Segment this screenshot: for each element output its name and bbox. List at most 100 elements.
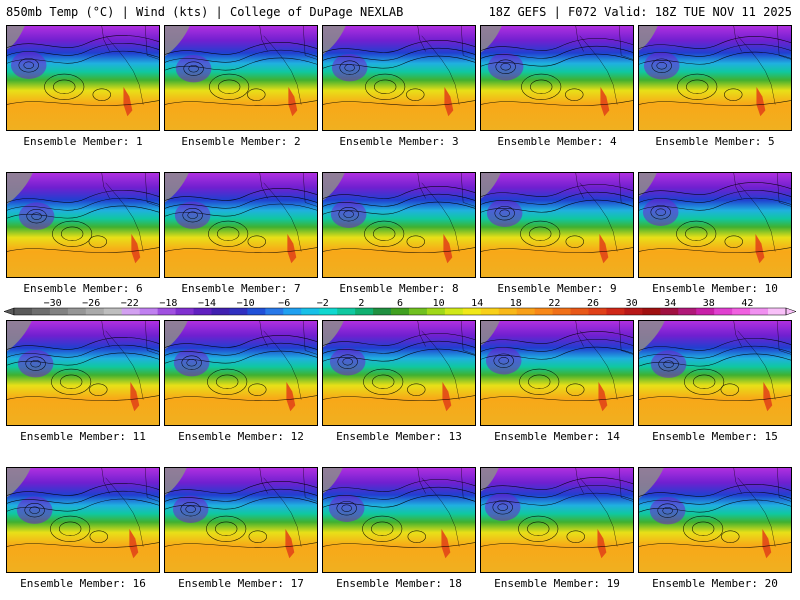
temperature-map [481, 173, 633, 277]
colorbar-tick-label: 14 [471, 298, 483, 309]
colorbar-tick-label: −14 [198, 298, 216, 309]
colorbar-swatch [714, 308, 733, 315]
colorbar-swatch [67, 308, 87, 315]
colorbar-swatch [588, 308, 607, 315]
colorbar-tick-label: 38 [703, 298, 715, 309]
ensemble-map-panel [322, 467, 476, 573]
colorbar-swatch [139, 308, 159, 315]
ensemble-map-panel [638, 172, 792, 278]
colorbar-outline [13, 307, 787, 316]
ensemble-member-label: Ensemble Member: 1 [23, 135, 143, 148]
ensemble-map-panel [164, 172, 318, 278]
ensemble-map-panel [164, 25, 318, 131]
temperature-map [323, 173, 475, 277]
colorbar-swatch [175, 308, 194, 315]
colorbar-swatch [229, 308, 248, 315]
colorbar-swatch [444, 308, 464, 315]
colorbar-swatch [31, 308, 51, 315]
temperature-map [639, 173, 791, 277]
colorbar-tick-label: 6 [397, 298, 403, 309]
colorbar-swatch [103, 308, 123, 315]
ensemble-map-panel [638, 320, 792, 426]
ensemble-member-label: Ensemble Member: 12 [178, 430, 304, 443]
colorbar-tick-label: −18 [159, 298, 177, 309]
ensemble-member-label: Ensemble Member: 5 [655, 135, 775, 148]
colorbar-tick-label: 22 [548, 298, 560, 309]
colorbar-swatch [157, 308, 176, 315]
ensemble-map-panel [6, 25, 160, 131]
ensemble-member-label: Ensemble Member: 8 [339, 282, 459, 295]
temperature-map [639, 321, 791, 425]
colorbar-tick-label: 2 [358, 298, 364, 309]
colorbar-swatch [121, 308, 141, 315]
temperature-map [7, 321, 159, 425]
ensemble-member-label: Ensemble Member: 16 [20, 577, 146, 590]
ensemble-member-label: Ensemble Member: 10 [652, 282, 778, 295]
colorbar-swatch [85, 308, 105, 315]
colorbar-swatch [498, 308, 518, 315]
ensemble-map-panel [6, 467, 160, 573]
temperature-map [7, 468, 159, 572]
ensemble-member-label: Ensemble Member: 7 [181, 282, 301, 295]
ensemble-member-label: Ensemble Member: 3 [339, 135, 459, 148]
colorbar-swatch [660, 308, 679, 315]
temperature-map [165, 321, 317, 425]
temperature-map [165, 173, 317, 277]
colorbar-tick-label: −10 [237, 298, 255, 309]
colorbar-tick-label: 18 [510, 298, 522, 309]
colorbar-right-arrow [785, 307, 796, 316]
colorbar-tick-label: 34 [664, 298, 676, 309]
ensemble-map-panel [164, 320, 318, 426]
colorbar-tick-label: −26 [82, 298, 100, 309]
colorbar-swatch [319, 308, 338, 315]
temperature-map [481, 26, 633, 130]
colorbar-tick-label: −2 [317, 298, 329, 309]
colorbar-swatch [373, 308, 392, 315]
temperature-map [7, 26, 159, 130]
colorbar-swatch [193, 308, 212, 315]
colorbar-left-arrow [4, 307, 15, 316]
colorbar-swatch [480, 308, 500, 315]
colorbar-swatch [552, 308, 571, 315]
ensemble-member-label: Ensemble Member: 2 [181, 135, 301, 148]
ensemble-map-panel [480, 320, 634, 426]
ensemble-member-label: Ensemble Member: 9 [497, 282, 617, 295]
colorbar-tick-label: 10 [433, 298, 445, 309]
ensemble-member-label: Ensemble Member: 4 [497, 135, 617, 148]
temperature-map [481, 468, 633, 572]
temperature-colorbar: −30 −26 −22 −18 −14 −10 −6 −2 2 6 10 14 18 22 26 30 34 38… [4, 297, 796, 317]
ensemble-member-label: Ensemble Member: 13 [336, 430, 462, 443]
colorbar-swatch [301, 308, 320, 315]
temperature-map [7, 173, 159, 277]
colorbar-tick-label: −6 [278, 298, 290, 309]
colorbar-swatch [462, 308, 482, 315]
ensemble-member-label: Ensemble Member: 18 [336, 577, 462, 590]
ensemble-map-panel [6, 172, 160, 278]
colorbar-swatch [642, 308, 661, 315]
colorbar-swatch [337, 308, 356, 315]
temperature-map [323, 26, 475, 130]
colorbar-swatch [624, 308, 643, 315]
ensemble-member-label: Ensemble Member: 19 [494, 577, 620, 590]
ensemble-map-panel [6, 320, 160, 426]
colorbar-tick-label: 30 [626, 298, 638, 309]
ensemble-map-panel [638, 467, 792, 573]
colorbar-swatch [211, 308, 230, 315]
colorbar-swatch [696, 308, 715, 315]
colorbar-swatch [606, 308, 625, 315]
ensemble-map-panel [164, 467, 318, 573]
colorbar-tick-label: 42 [741, 298, 753, 309]
colorbar-swatch [678, 308, 697, 315]
temperature-map [481, 321, 633, 425]
temperature-map [165, 468, 317, 572]
temperature-map [639, 468, 791, 572]
colorbar-graphic: −30 −26 −22 −18 −14 −10 −6 −2 2 6 10 14 18 22 26 30 34 38… [4, 298, 796, 316]
ensemble-map-panel [322, 320, 476, 426]
ensemble-member-label: Ensemble Member: 17 [178, 577, 304, 590]
temperature-map [323, 321, 475, 425]
ensemble-member-label: Ensemble Member: 11 [20, 430, 146, 443]
colorbar-swatch [247, 308, 266, 315]
colorbar-swatch [426, 308, 446, 315]
temperature-map [323, 468, 475, 572]
ensemble-map-panel [638, 25, 792, 131]
